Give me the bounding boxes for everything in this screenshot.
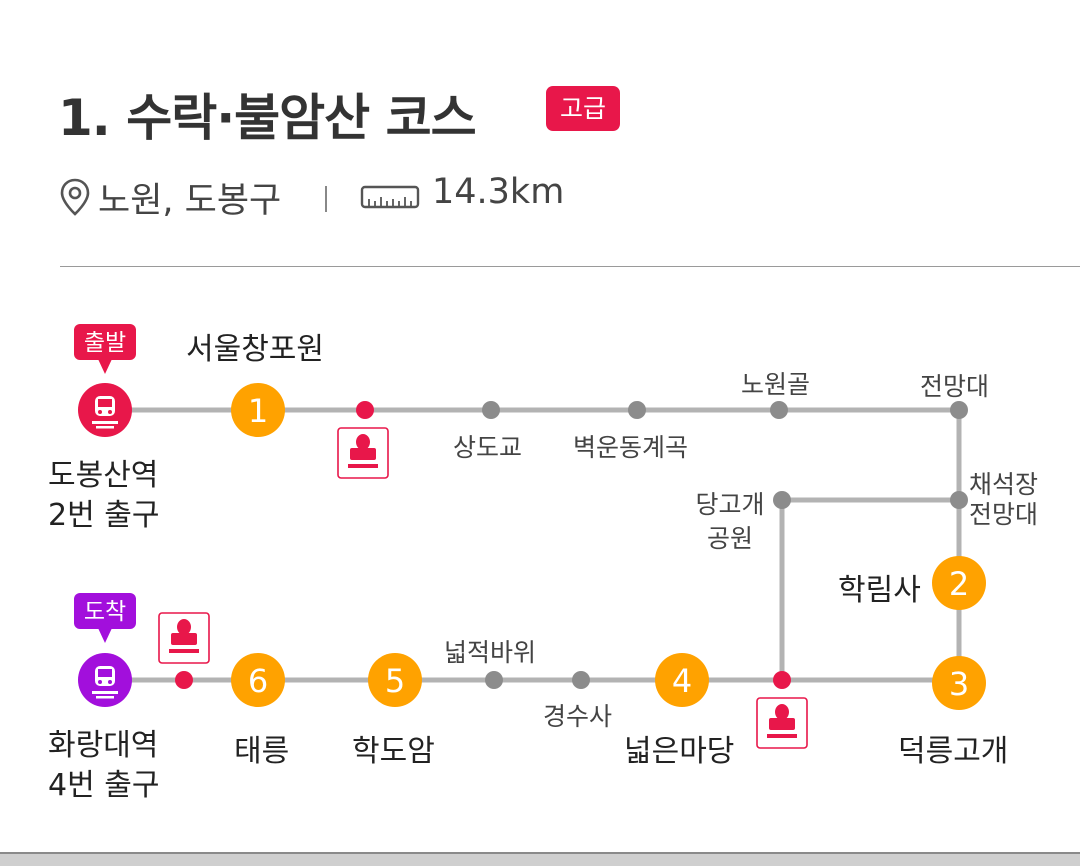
course-title: 1. 수락·불암산 코스 xyxy=(58,89,477,147)
location-pin-icon xyxy=(60,178,90,216)
waypoint-6-label: 태릉 xyxy=(234,734,290,769)
meta-divider xyxy=(325,186,327,212)
start-station-label: 도봉산역 2번 출구 xyxy=(48,456,159,536)
train-icon xyxy=(92,396,118,429)
stop-label-byeogundong: 벽운동계곡 xyxy=(573,433,689,462)
waypoint-1-number: 1 xyxy=(248,392,268,430)
level-badge: 고급 xyxy=(546,86,620,131)
stamp-dot-2 xyxy=(175,671,193,689)
stop-label-chaeseokjang-line1: 채석장 xyxy=(969,470,1039,499)
end-station-exit: 4번 출구 xyxy=(48,768,160,803)
stamp-icon xyxy=(756,697,808,749)
waypoint-5-number: 5 xyxy=(385,662,405,700)
stamp-icon xyxy=(337,427,389,479)
header-divider xyxy=(60,266,1080,267)
start-tag-label: 출발 xyxy=(84,330,126,356)
stop-label-chaeseokjang: 채석장 전망대 xyxy=(969,470,1038,530)
waypoint-3-circle xyxy=(932,656,986,710)
waypoint-3-number: 3 xyxy=(949,665,969,703)
stop-label-danggogae-line2: 공원 xyxy=(706,524,753,553)
stop-label-nowongol: 노원골 xyxy=(741,370,811,399)
stop-dot-gyeongsusa xyxy=(572,671,590,689)
start-station-name: 도봉산역 xyxy=(48,458,159,493)
bottom-bar xyxy=(0,852,1080,866)
waypoint-1-circle xyxy=(231,383,285,437)
end-station-label: 화랑대역 4번 출구 xyxy=(48,726,159,806)
stamp-icon xyxy=(158,612,210,664)
location-text: 노원, 도봉구 xyxy=(98,181,282,221)
stamp-dot-1 xyxy=(356,401,374,419)
waypoint-5-circle xyxy=(368,653,422,707)
waypoint-6-circle xyxy=(231,653,285,707)
stop-label-chaeseokjang-line2: 전망대 xyxy=(969,500,1039,529)
waypoint-5-label: 학도암 xyxy=(352,734,435,769)
stop-dot-neopjeokbawi xyxy=(485,671,503,689)
start-tag: 출발 xyxy=(74,324,136,374)
waypoint-4-number: 4 xyxy=(672,662,692,700)
stamp-dot-3 xyxy=(773,671,791,689)
waypoint-4-circle xyxy=(655,653,709,707)
distance-text: 14.3km xyxy=(432,172,565,212)
stop-dot-byeogundong xyxy=(628,401,646,419)
end-tag: 도착 xyxy=(74,593,136,643)
stop-label-neopjeokbawi: 넓적바위 xyxy=(444,638,537,667)
ruler-icon xyxy=(360,185,420,209)
end-station-name: 화랑대역 xyxy=(48,728,159,763)
stop-dot-jeonmangdae xyxy=(950,401,968,419)
end-tag-label: 도착 xyxy=(84,599,126,625)
waypoint-1-label: 서울창포원 xyxy=(186,332,324,367)
stop-label-danggogae-line1: 당고개 xyxy=(695,490,765,519)
waypoint-4-label: 넓은마당 xyxy=(624,734,735,769)
waypoint-3-label: 덕릉고개 xyxy=(898,734,1009,769)
waypoint-2-number: 2 xyxy=(949,565,969,603)
start-station-exit: 2번 출구 xyxy=(48,498,160,533)
train-icon xyxy=(92,666,118,699)
stop-dot-sangdogyo xyxy=(482,401,500,419)
stop-label-danggogae: 당고개 공원 xyxy=(688,488,772,556)
stop-dot-chaeseokjang xyxy=(950,491,968,509)
waypoint-2-circle xyxy=(932,556,986,610)
stop-dot-nowongol xyxy=(770,401,788,419)
stop-label-jeonmangdae: 전망대 xyxy=(920,372,990,401)
stop-label-gyeongsusa: 경수사 xyxy=(543,702,613,731)
waypoint-6-number: 6 xyxy=(248,662,268,700)
stop-dot-danggogae xyxy=(773,491,791,509)
waypoint-2-label: 학림사 xyxy=(838,573,921,608)
stop-label-sangdogyo: 상도교 xyxy=(453,433,523,462)
